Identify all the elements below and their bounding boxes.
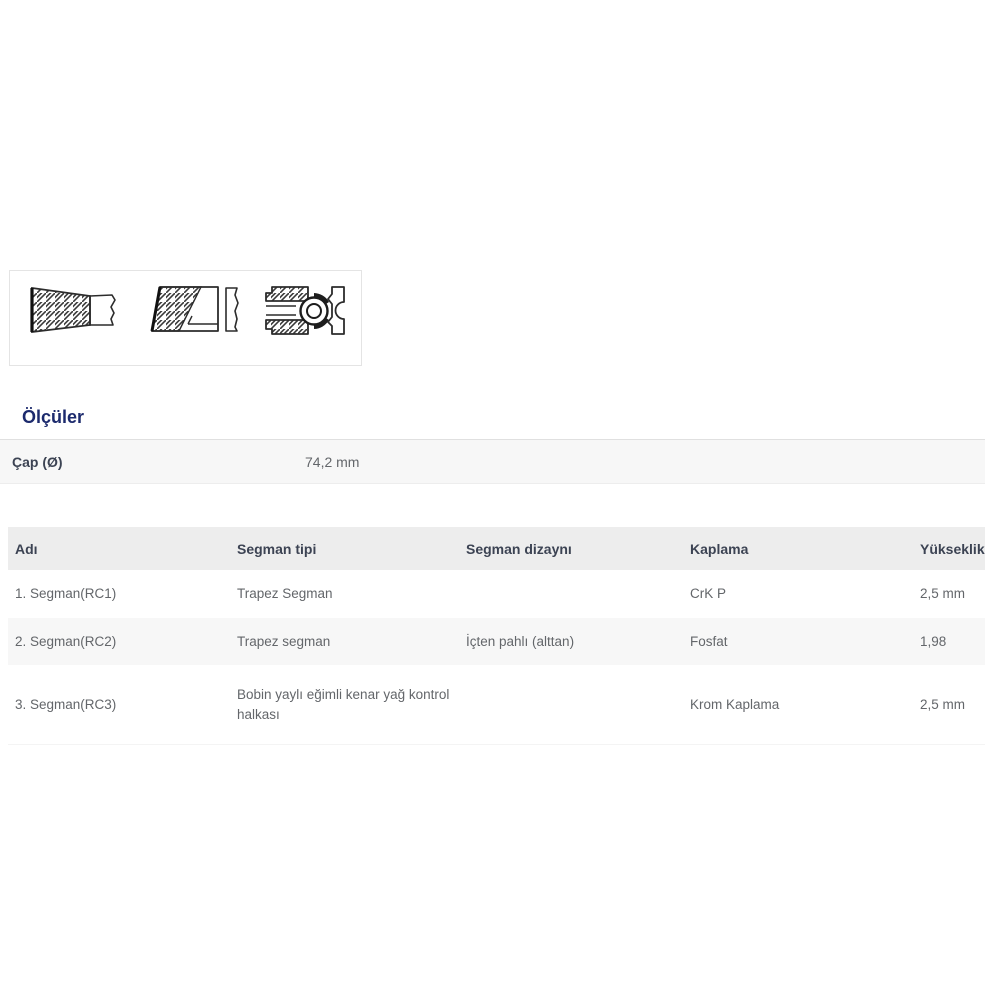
cell-tip: Trapez Segman [237,586,333,602]
oil-control-ring-icon [265,286,345,335]
diameter-value: 74,2 mm [305,454,360,470]
header-segman-tipi: Segman tipi [237,540,317,557]
half-keystone-ring-icon [150,286,239,332]
ring-diagrams-panel [9,270,362,366]
cell-adi: 2. Segman(RC2) [15,633,117,649]
cell-kaplama: CrK P [690,586,727,602]
header-yukseklik: Yükseklik [920,540,985,557]
cell-yukseklik: 1,98 [920,633,947,649]
cell-yukseklik: 2,5 mm [920,696,966,712]
dimensions-section-title: Ölçüler [22,407,85,427]
header-segman-dizayni: Segman dizaynı [466,540,572,557]
cell-tip: Bobin yaylı eğimli kenar yağ kontrol hal… [237,686,450,722]
cell-adi: 1. Segman(RC1) [15,586,117,602]
cell-dizayn: İçten pahlı (alttan) [466,633,575,649]
table-header-row: Adı Segman tipi Segman dizaynı Kaplama Y… [8,527,985,570]
diameter-row: Çap (Ø) 74,2 mm [0,439,985,484]
table-row: 3. Segman(RC3) Bobin yaylı eğimli kenar … [8,665,985,745]
cell-tip: Trapez segman [237,633,331,649]
header-kaplama: Kaplama [690,540,749,557]
segment-spec-table: Adı Segman tipi Segman dizaynı Kaplama Y… [8,527,985,745]
taper-face-ring-icon [30,286,116,334]
cell-adi: 3. Segman(RC3) [15,696,117,712]
table-row: 1. Segman(RC1) Trapez Segman CrK P 2,5 m… [8,570,985,618]
cell-yukseklik: 2,5 mm [920,586,966,602]
header-adi: Adı [15,540,38,557]
cell-kaplama: Fosfat [690,633,728,649]
table-row: 2. Segman(RC2) Trapez segman İçten pahlı… [8,618,985,665]
diameter-label: Çap (Ø) [12,454,63,470]
cell-kaplama: Krom Kaplama [690,696,780,712]
